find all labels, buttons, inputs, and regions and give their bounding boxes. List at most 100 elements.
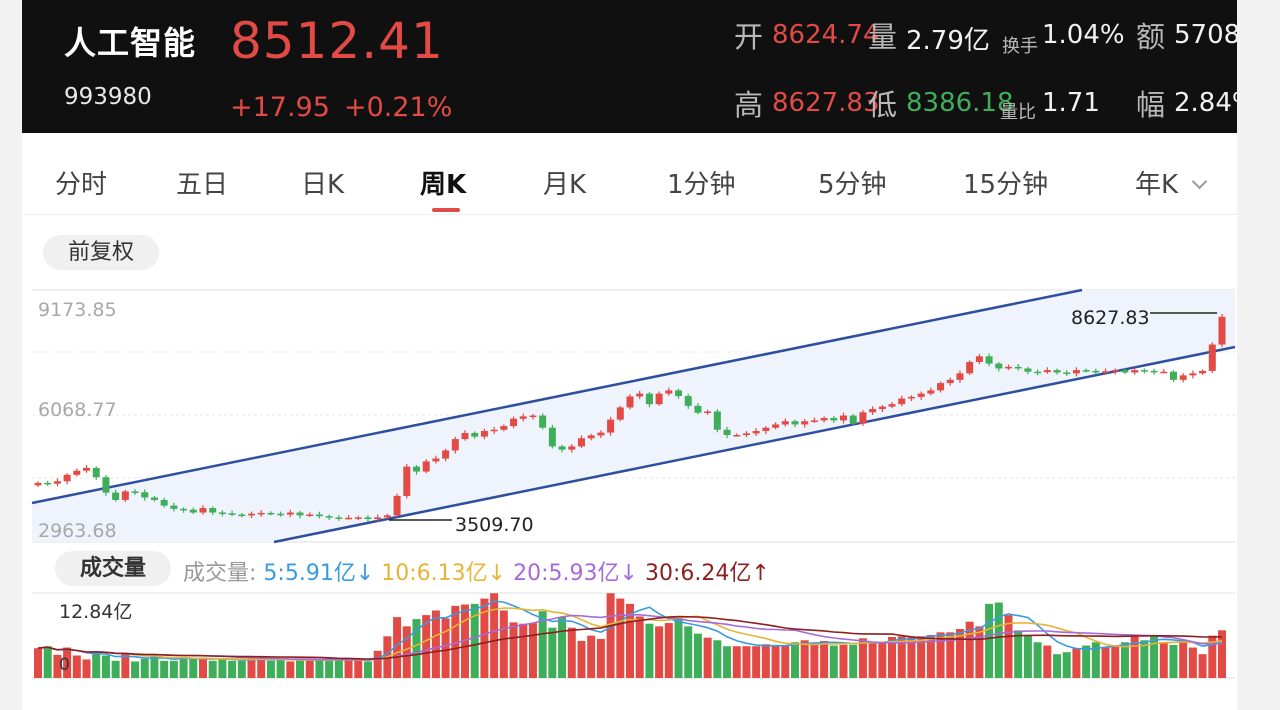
candle-body [44, 482, 52, 485]
volume-bar [1101, 647, 1110, 678]
volume-indicator-button[interactable]: 成交量 [55, 551, 171, 586]
candle-body [946, 379, 954, 384]
volume-bar [305, 660, 314, 678]
candle-body [1140, 370, 1148, 372]
tab-monthly-k[interactable]: 月K [543, 170, 587, 200]
volume-bar [266, 660, 275, 678]
volume-bar [849, 644, 858, 678]
high-label: 高 [734, 88, 764, 122]
candle-body [238, 514, 246, 517]
volume-bar [917, 636, 926, 678]
candle-body [1102, 371, 1110, 373]
volume-bar [888, 636, 897, 678]
candle-body [713, 411, 721, 430]
volume-bar [451, 605, 460, 678]
candle-body [199, 508, 207, 513]
candle-body [306, 514, 314, 517]
tab-15-minute[interactable]: 15分钟 [963, 170, 1049, 200]
volume-bar [684, 626, 693, 678]
candle-body [451, 439, 459, 451]
volume-bar [1091, 642, 1100, 678]
volume-bar [800, 640, 809, 678]
volume-bar [645, 623, 654, 678]
candle-body [752, 430, 760, 434]
tab-intraday[interactable]: 分时 [55, 170, 108, 200]
ma20-value: 20:5.93亿 [513, 561, 620, 586]
tab-daily-k[interactable]: 日K [301, 170, 345, 200]
y-tick-label: 2963.68 [38, 520, 117, 542]
ma10-value: 10:6.13亿 [381, 561, 488, 586]
candle-body [257, 512, 265, 515]
candle-body [529, 415, 537, 418]
candle-body [92, 467, 100, 478]
candle-body [34, 482, 42, 486]
candle-body [510, 418, 518, 427]
candle-body [461, 432, 469, 440]
price-change: +17.95 [230, 92, 330, 123]
turnover-value: 1.04% [1042, 20, 1125, 50]
candle-body [209, 508, 217, 513]
candle-body [772, 424, 780, 428]
volume-bar [198, 657, 207, 678]
candle-body [354, 517, 362, 519]
volume-bar [519, 623, 528, 678]
adjust-mode-button[interactable]: 前复权 [43, 235, 159, 270]
candle-body [141, 492, 149, 498]
candle-body [830, 417, 838, 421]
volume-bar [742, 646, 751, 678]
candle-body [820, 417, 828, 421]
candle-body [762, 427, 770, 431]
candle-body [888, 404, 896, 407]
stock-chart-panel: 人工智能 993980 8512.41 +17.95 +0.21% 开 8624… [22, 0, 1237, 710]
candle-body [859, 412, 867, 424]
tab-1-minute[interactable]: 1分钟 [667, 170, 736, 200]
volume-bar [354, 659, 363, 678]
volume-bar [72, 655, 81, 678]
candle-body [975, 356, 983, 362]
candle-body [393, 495, 401, 516]
candle-body [170, 505, 178, 509]
candle-body [665, 390, 673, 394]
candle-body [937, 383, 945, 391]
tab-weekly-k[interactable]: 周K [420, 170, 467, 200]
volume-ma-legend: 成交量: 5:5.91亿↓ 10:6.13亿↓ 20:5.93亿↓ 30:6.2… [183, 555, 770, 587]
volume-bar [878, 642, 887, 678]
candle-body [1034, 371, 1042, 374]
volume-bar [985, 603, 994, 678]
volume-bar [296, 658, 305, 678]
high-annotation: 8627.83 [1071, 307, 1150, 329]
volume-bar [1072, 648, 1081, 678]
candle-body [335, 517, 343, 519]
volume-bar [228, 660, 237, 678]
volume-ma-lines [37, 600, 1223, 662]
volume-bar [1004, 615, 1013, 678]
tab-yearly-k[interactable]: 年K [1135, 170, 1179, 200]
candle-body [539, 415, 547, 428]
tab-5-minute[interactable]: 5分钟 [818, 170, 887, 200]
candle-body [150, 497, 158, 500]
volume-bar [257, 658, 266, 678]
candle-body [1024, 368, 1032, 372]
volume-label: 量 [868, 20, 898, 54]
candle-body [907, 396, 915, 399]
candle-body [675, 390, 683, 397]
tab-five-day[interactable]: 五日 [176, 170, 229, 200]
candle-body [801, 421, 809, 425]
candle-body [1004, 366, 1012, 369]
candle-body [345, 517, 353, 520]
volume-bar [1150, 635, 1159, 678]
volume-bar [868, 641, 877, 678]
volume-bar [480, 598, 489, 678]
trend-channel-lower-line [273, 345, 1236, 544]
volume-bar [1130, 635, 1139, 678]
price-change-pct: +0.21% [344, 92, 453, 123]
candle-body [1063, 372, 1071, 375]
candle-body [189, 509, 197, 513]
candle-body [966, 361, 974, 374]
trend-channel-upper-line [31, 288, 1083, 505]
candle-body [636, 393, 644, 397]
volume-bar [499, 610, 508, 678]
candle-body [626, 396, 634, 408]
vol-ratio-label: 量比 [1000, 102, 1036, 123]
volume-bar [664, 623, 673, 678]
